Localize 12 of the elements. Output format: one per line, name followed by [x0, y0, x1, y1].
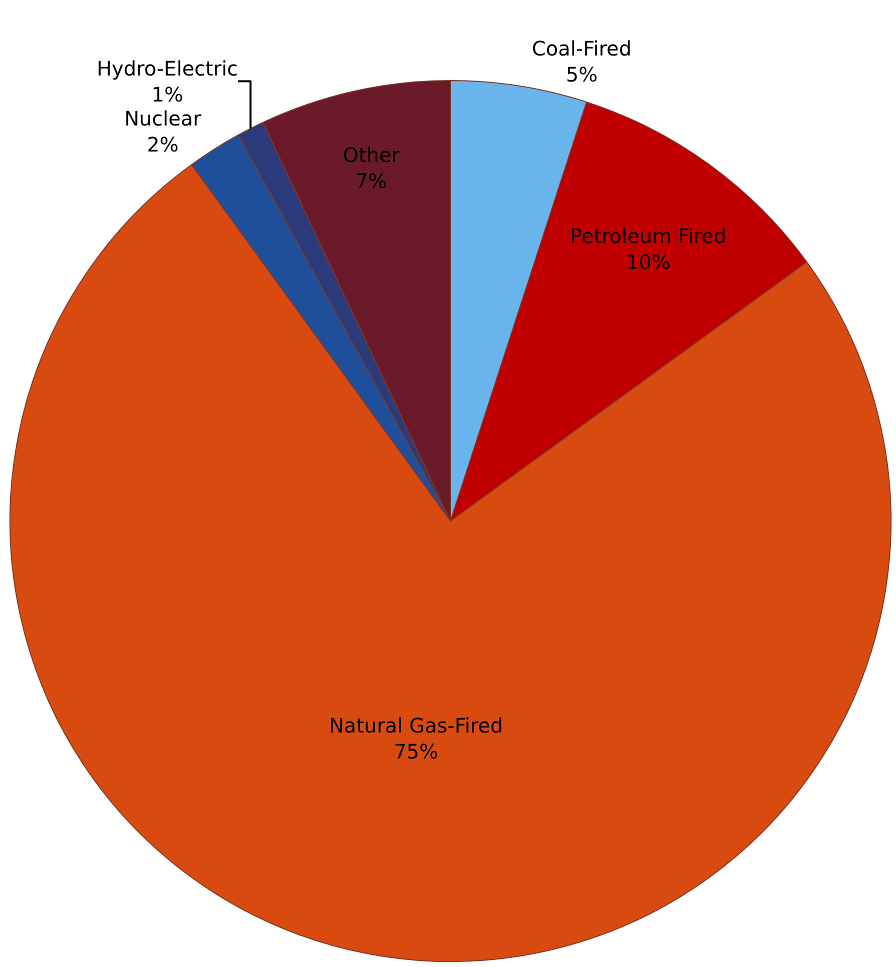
data-label: 75% [394, 740, 438, 764]
slice-label: Other [342, 143, 400, 168]
data-label: 10% [626, 250, 671, 274]
data-label: 1% [152, 82, 184, 106]
slice-label: Coal-Fired [532, 36, 632, 61]
slice-label: Petroleum Fired [570, 224, 726, 248]
data-label: 5% [566, 62, 598, 87]
slice-label: Hydro-Electric [96, 56, 238, 80]
data-label: 7% [355, 169, 388, 194]
data-label: 2% [146, 132, 179, 156]
slice-label: Nuclear [124, 106, 202, 130]
slice-label: Natural Gas-Fired [329, 714, 503, 738]
